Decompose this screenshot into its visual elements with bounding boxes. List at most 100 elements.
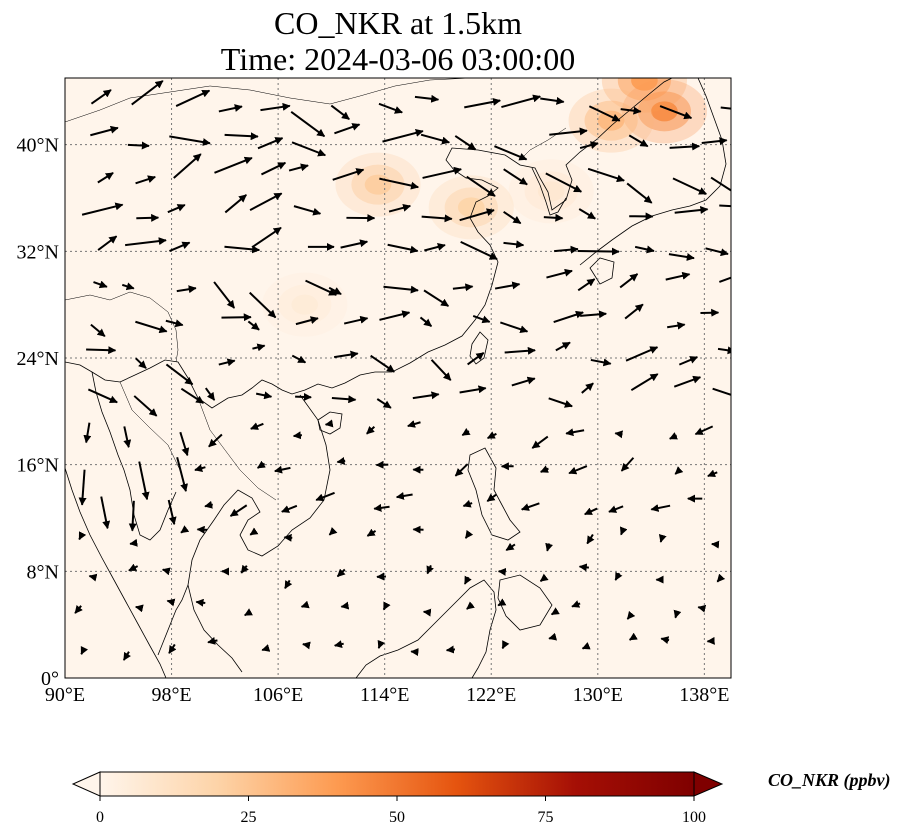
wind-arrow bbox=[660, 636, 670, 645]
wind-arrow bbox=[387, 243, 419, 254]
wind-arrow bbox=[543, 213, 564, 222]
wind-arrow bbox=[462, 499, 473, 508]
colorbar-tick-label: 50 bbox=[389, 809, 405, 826]
wind-arrow bbox=[331, 395, 357, 404]
wind-arrow bbox=[81, 202, 124, 216]
wind-arrow bbox=[251, 226, 282, 249]
wind-arrow bbox=[138, 461, 150, 501]
colorbar-tick-label: 100 bbox=[682, 809, 706, 826]
wind-arrow bbox=[658, 533, 667, 543]
wind-arrow bbox=[295, 316, 319, 326]
wind-arrow bbox=[128, 500, 137, 532]
wind-arrow bbox=[295, 392, 312, 401]
wind-arrow bbox=[373, 503, 390, 512]
co-hotspot bbox=[364, 174, 392, 195]
wind-arrow bbox=[548, 397, 573, 408]
wind-arrow bbox=[165, 319, 184, 328]
wind-arrow bbox=[625, 346, 659, 362]
coastline-korea bbox=[531, 167, 567, 216]
wind-arrow bbox=[720, 106, 731, 110]
wind-arrow bbox=[180, 525, 190, 534]
wind-arrow bbox=[74, 604, 83, 614]
wind-arrow bbox=[100, 496, 111, 530]
wind-arrow bbox=[378, 102, 403, 114]
lon-tick-label: 114°E bbox=[360, 684, 409, 706]
wind-arrow bbox=[549, 127, 588, 136]
wind-arrow bbox=[501, 94, 541, 109]
wind-arrow bbox=[330, 104, 350, 121]
wind-arrow bbox=[240, 564, 249, 574]
wind-arrow bbox=[333, 350, 359, 359]
wind-arrow bbox=[196, 525, 208, 534]
wind-arrow bbox=[229, 504, 248, 517]
coastline-luzon bbox=[467, 447, 521, 541]
wind-arrow bbox=[486, 493, 497, 502]
co-hotspot bbox=[597, 110, 625, 131]
lon-tick-label: 98°E bbox=[151, 684, 191, 706]
wind-arrow bbox=[422, 166, 462, 179]
wind-arrow bbox=[97, 235, 118, 251]
wind-arrow bbox=[539, 573, 549, 582]
wind-arrow bbox=[634, 245, 655, 254]
wind-arrow bbox=[247, 320, 260, 331]
co-hotspot bbox=[291, 294, 319, 315]
wind-arrow bbox=[291, 354, 307, 364]
wind-arrow bbox=[128, 563, 139, 572]
wind-arrow bbox=[454, 135, 477, 151]
wind-arrow bbox=[650, 504, 671, 512]
wind-arrow bbox=[555, 341, 571, 352]
wind-arrow bbox=[328, 526, 338, 536]
wind-arrow bbox=[261, 644, 271, 652]
wind-arrow bbox=[135, 357, 147, 369]
wind-arrow bbox=[204, 500, 214, 509]
map-title-line-1: CO_NKR at 1.5km bbox=[274, 5, 522, 41]
wind-arrow bbox=[580, 310, 607, 319]
wind-arrow bbox=[503, 240, 525, 249]
wind-arrow bbox=[497, 567, 507, 576]
wind-arrow bbox=[382, 129, 424, 143]
lon-tick-label: 90°E bbox=[45, 684, 85, 706]
wind-arrow bbox=[588, 105, 621, 122]
wind-arrow bbox=[244, 608, 253, 617]
wind-arrow bbox=[121, 282, 135, 291]
coastline-borneo bbox=[355, 579, 497, 678]
wind-arrow bbox=[626, 610, 636, 620]
wind-arrow bbox=[250, 422, 264, 430]
co-hotspot bbox=[601, 78, 687, 113]
wind-arrow bbox=[503, 210, 522, 225]
wind-arrow bbox=[218, 104, 243, 113]
wind-arrow bbox=[571, 600, 581, 608]
wind-arrow bbox=[376, 398, 392, 409]
wind-arrow bbox=[578, 208, 596, 220]
longitude-tick-labels: 90°E 98°E 106°E 114°E 122°E 130°E 138°E bbox=[45, 684, 730, 706]
coastline-malay-peninsula bbox=[157, 584, 189, 656]
wind-arrow bbox=[179, 431, 190, 457]
wind-arrow bbox=[370, 354, 395, 373]
wind-arrow bbox=[719, 276, 731, 283]
wind-arrow bbox=[176, 285, 197, 294]
wind-arrow bbox=[173, 153, 202, 179]
wind-arrow bbox=[553, 310, 584, 323]
wind-arrow bbox=[333, 640, 344, 649]
wind-arrow bbox=[584, 507, 598, 516]
wind-arrow bbox=[382, 601, 391, 611]
wind-arrow bbox=[290, 111, 326, 138]
wind-arrow bbox=[127, 141, 150, 150]
map-frame bbox=[64, 77, 732, 679]
wind-arrow bbox=[334, 123, 361, 135]
wind-arrow bbox=[274, 465, 291, 474]
wind-arrow bbox=[668, 253, 695, 261]
wind-arrow bbox=[168, 643, 177, 654]
wind-arrow bbox=[619, 526, 628, 536]
wind-arrow bbox=[586, 533, 595, 545]
wind-arrow bbox=[620, 106, 642, 115]
wind-arrow bbox=[414, 94, 440, 103]
wind-arrow bbox=[672, 177, 708, 195]
coastline-hainan bbox=[317, 411, 343, 435]
wind-arrow bbox=[463, 575, 472, 585]
wind-arrow bbox=[540, 465, 549, 473]
wind-arrow bbox=[83, 422, 92, 444]
wind-arrow bbox=[133, 395, 158, 417]
wind-arrow bbox=[665, 271, 691, 281]
wind-arrow bbox=[426, 564, 434, 575]
